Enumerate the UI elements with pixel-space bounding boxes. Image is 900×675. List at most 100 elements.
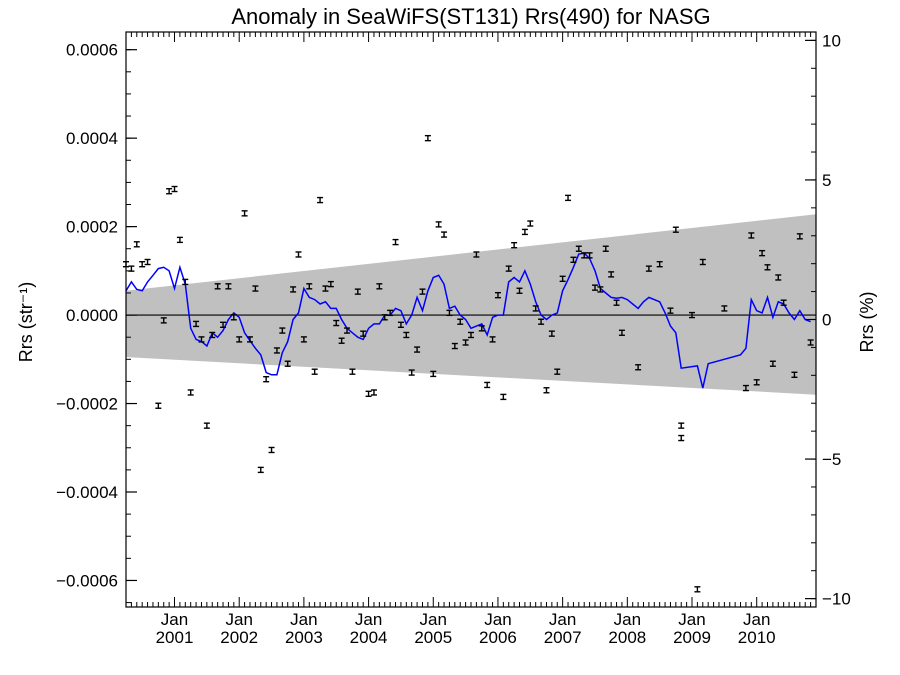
- data-point: [424, 134, 431, 142]
- data-point: [484, 381, 491, 389]
- data-point: [689, 311, 696, 319]
- data-point: [333, 319, 340, 327]
- data-point: [678, 422, 685, 429]
- data-point: [171, 185, 178, 193]
- data-point: [742, 384, 749, 392]
- data-point: [618, 329, 625, 336]
- data-point: [672, 226, 679, 233]
- data-point: [295, 251, 302, 258]
- data-point: [591, 284, 598, 291]
- data-point: [451, 342, 458, 350]
- data-point: [457, 318, 464, 325]
- y-right-tick-label: −5: [822, 450, 841, 469]
- y-left-tick-label: 0.0004: [66, 129, 118, 148]
- data-point: [419, 288, 426, 295]
- data-point: [769, 360, 776, 367]
- data-point: [133, 241, 140, 248]
- y-left-tick-label: 0.0006: [66, 41, 118, 60]
- data-point: [246, 336, 253, 343]
- confidence-band: [126, 214, 816, 395]
- x-tick-label: Jan 2002: [220, 610, 258, 647]
- data-point: [586, 252, 593, 259]
- data-point: [306, 283, 313, 290]
- data-point: [327, 280, 334, 288]
- left-axis-title: Rrs (str⁻¹): [16, 282, 36, 362]
- data-point: [198, 336, 205, 343]
- data-point: [203, 422, 210, 429]
- data-point: [300, 336, 307, 343]
- data-point: [721, 305, 728, 312]
- x-tick-label: Jan 2008: [608, 610, 646, 647]
- data-point: [273, 347, 280, 354]
- data-point: [608, 271, 615, 278]
- data-point: [387, 309, 394, 317]
- data-point: [268, 446, 275, 454]
- right-axis-title: Rrs (%): [857, 292, 877, 353]
- data-point: [543, 387, 550, 394]
- data-point: [791, 371, 798, 378]
- y-right-tick-label: 0: [822, 311, 831, 330]
- data-point: [775, 274, 782, 281]
- data-point: [241, 210, 248, 217]
- data-point: [764, 264, 771, 271]
- data-point: [505, 265, 512, 272]
- data-point: [796, 233, 803, 240]
- data-point: [468, 331, 474, 339]
- data-point: [575, 245, 582, 252]
- data-point: [532, 305, 539, 312]
- data-point: [408, 369, 415, 376]
- data-point: [667, 307, 674, 314]
- data-point: [635, 364, 642, 371]
- data-point: [252, 285, 259, 292]
- data-point: [144, 258, 151, 266]
- data-point: [344, 327, 351, 334]
- data-point: [257, 466, 264, 474]
- data-point: [214, 283, 221, 290]
- data-point: [753, 379, 760, 386]
- data-point: [209, 331, 216, 339]
- data-point: [570, 256, 577, 263]
- data-point: [397, 321, 404, 329]
- data-point: [311, 368, 318, 375]
- data-point: [230, 314, 237, 321]
- x-tick-label: Jan 2010: [738, 610, 776, 647]
- data-point: [441, 231, 448, 238]
- running-mean-layer: [125, 252, 811, 389]
- y-left-tick-label: 0.0000: [66, 306, 118, 325]
- anomaly-points-layer: [123, 134, 814, 593]
- data-point: [236, 336, 243, 343]
- x-tick-label: Jan 2004: [350, 610, 388, 647]
- y-left-tick-label: −0.0006: [56, 571, 118, 590]
- x-tick-label: Jan 2006: [479, 610, 517, 647]
- data-point: [780, 299, 787, 306]
- data-point: [645, 265, 652, 272]
- y-left-tick-label: −0.0002: [56, 395, 118, 414]
- data-point: [559, 275, 566, 283]
- y-left-tick-label: −0.0004: [56, 483, 118, 502]
- data-point: [516, 287, 523, 294]
- data-point: [500, 393, 507, 401]
- data-point: [155, 402, 162, 409]
- data-point: [414, 346, 421, 353]
- data-point: [489, 336, 496, 343]
- y-left-tick-label: 0.0002: [66, 218, 118, 237]
- data-point: [365, 390, 372, 398]
- data-point: [279, 327, 286, 334]
- data-point: [290, 286, 297, 293]
- chart-title: Anomaly in SeaWiFS(ST131) Rrs(490) for N…: [231, 4, 710, 29]
- data-point: [478, 325, 485, 332]
- data-point: [160, 317, 167, 324]
- data-point: [403, 331, 410, 339]
- data-point: [511, 241, 518, 249]
- data-point: [338, 337, 345, 344]
- data-point: [613, 299, 620, 306]
- data-point: [548, 330, 555, 337]
- data-point: [597, 286, 604, 293]
- data-point: [446, 309, 453, 317]
- y-right-tick-label: 5: [822, 171, 831, 190]
- data-point: [602, 245, 609, 252]
- data-point: [166, 188, 173, 195]
- ticks-layer: 0.0006 0.0004 0.0002 0.0000 −0.0002 −0.0004 −0…: [56, 31, 851, 647]
- x-tick-label: Jan 2007: [544, 610, 582, 647]
